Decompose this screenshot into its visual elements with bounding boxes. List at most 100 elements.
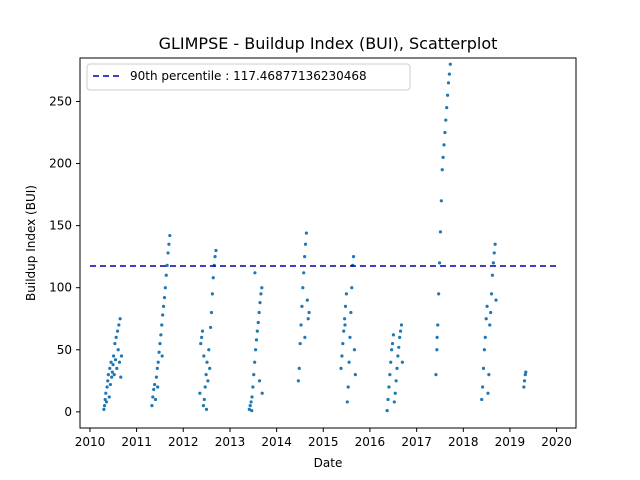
data-point <box>106 373 110 377</box>
legend: 90th percentile : 117.46877136230468 <box>86 63 411 91</box>
data-point <box>348 335 352 339</box>
data-point <box>102 407 106 411</box>
data-point <box>154 375 159 379</box>
data-point <box>104 400 109 404</box>
data-point <box>250 409 254 413</box>
data-point <box>446 81 451 85</box>
data-point <box>300 304 304 308</box>
data-point <box>260 391 264 395</box>
data-point <box>108 382 113 387</box>
data-point <box>343 317 347 321</box>
data-point <box>489 292 494 296</box>
y-tick-label: 100 <box>49 281 72 295</box>
data-point <box>296 379 300 383</box>
data-point <box>198 391 202 395</box>
data-point <box>166 251 170 255</box>
data-point <box>302 271 306 275</box>
data-point <box>110 370 114 374</box>
data-point <box>447 72 451 76</box>
data-point <box>205 360 209 364</box>
data-point <box>119 354 124 358</box>
data-point <box>494 298 498 302</box>
data-point <box>346 385 350 389</box>
data-point <box>105 385 109 389</box>
data-point <box>341 341 345 346</box>
plot-area <box>80 58 576 428</box>
data-point <box>481 366 486 370</box>
data-point <box>398 335 402 339</box>
data-point <box>389 360 393 364</box>
data-point <box>201 404 206 408</box>
data-point <box>211 276 215 280</box>
data-point <box>158 341 162 346</box>
legend-box <box>86 63 411 91</box>
data-point <box>160 354 164 358</box>
data-point <box>114 335 118 339</box>
data-point <box>111 363 115 367</box>
data-point <box>480 397 484 402</box>
data-point <box>301 286 305 290</box>
x-tick-label: 2018 <box>448 435 479 449</box>
data-point <box>352 348 357 352</box>
y-tick-label: 50 <box>57 343 72 357</box>
data-point <box>399 323 404 327</box>
data-point <box>208 366 212 370</box>
data-point <box>387 385 391 389</box>
data-point <box>256 320 260 325</box>
y-tick-label: 0 <box>64 405 72 419</box>
data-point <box>200 329 205 333</box>
data-point <box>481 385 485 389</box>
data-point <box>303 255 307 259</box>
data-point <box>117 323 121 327</box>
x-tick-label: 2019 <box>495 435 526 449</box>
data-point <box>393 391 397 395</box>
data-point <box>344 292 348 296</box>
data-point <box>522 379 527 383</box>
data-point <box>161 313 165 317</box>
data-point <box>113 341 117 346</box>
data-point <box>398 329 403 333</box>
data-point <box>391 333 396 337</box>
data-point <box>397 345 401 349</box>
data-point <box>306 317 310 321</box>
data-point <box>442 143 446 147</box>
data-point <box>340 354 344 358</box>
data-point <box>108 366 112 370</box>
chart-title: GLIMPSE - Buildup Index (BUI), Scatterpl… <box>159 34 498 53</box>
data-point <box>437 261 442 265</box>
y-tick-label: 200 <box>49 157 72 171</box>
data-point <box>102 404 107 408</box>
data-point <box>204 407 209 411</box>
data-point <box>349 310 353 315</box>
data-point <box>112 354 116 358</box>
data-point <box>523 373 527 377</box>
data-point <box>113 358 118 362</box>
data-point <box>304 231 309 235</box>
data-point <box>253 271 257 275</box>
data-point <box>307 310 311 315</box>
data-point <box>199 341 203 346</box>
data-point <box>156 385 160 389</box>
data-point <box>157 350 161 354</box>
data-point <box>438 230 443 234</box>
data-point <box>210 292 214 296</box>
data-point <box>303 335 307 339</box>
data-point <box>160 323 164 327</box>
data-point <box>439 199 443 203</box>
data-point <box>257 379 262 383</box>
data-point <box>435 348 439 352</box>
data-point <box>522 385 526 389</box>
data-point <box>486 391 490 395</box>
data-point <box>445 93 450 97</box>
data-point <box>493 242 497 246</box>
y-tick-label: 250 <box>49 94 72 108</box>
data-point <box>347 360 351 364</box>
data-point <box>214 248 218 253</box>
data-point <box>202 354 206 358</box>
plot-frame <box>79 57 577 429</box>
data-point <box>253 360 257 364</box>
data-point <box>297 366 301 370</box>
data-point <box>342 329 346 333</box>
data-point <box>165 263 169 267</box>
data-point <box>440 168 444 172</box>
